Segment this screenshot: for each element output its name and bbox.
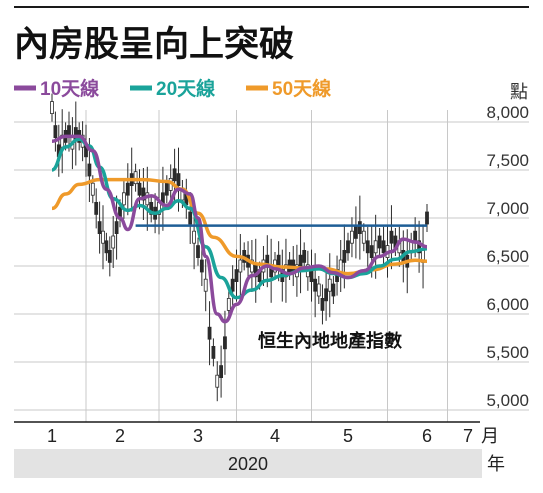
candle-body [417, 240, 422, 254]
candle-body [373, 240, 378, 254]
legend-label-ma20: 20天線 [156, 77, 215, 100]
x-tick-label: 5 [343, 426, 353, 446]
candle-body [357, 221, 362, 235]
candle-body [223, 336, 227, 350]
candle-body [104, 240, 109, 254]
candle-body [97, 221, 102, 235]
y-tick-label: 5,500 [486, 343, 529, 362]
candle-body [50, 101, 54, 114]
x-tick-label: 4 [270, 426, 280, 446]
candle-body [133, 171, 138, 185]
candlesticks [50, 93, 429, 402]
y-tick-labels: 8,000 7,500 7,000 6,500 6,000 5,500 5,000 [486, 103, 529, 410]
x-tick-label: 3 [193, 426, 203, 446]
candle-body [211, 345, 216, 359]
candle-body [365, 240, 370, 254]
year-band [14, 449, 482, 478]
candle-body [53, 125, 58, 138]
candle-body [381, 240, 386, 254]
candle-body [331, 283, 336, 297]
candle-body [215, 374, 220, 388]
candle-body [219, 365, 224, 379]
x-axis: 1 2 3 4 5 6 7 [14, 421, 480, 446]
x-tick-label: 2 [115, 426, 125, 446]
y-tick-label: 8,000 [486, 103, 529, 122]
candle-body [114, 221, 119, 235]
candle-body [188, 211, 193, 225]
candle-body [107, 249, 112, 263]
candle-body [196, 245, 200, 259]
candle-body [313, 278, 318, 292]
series-line-ma20 [51, 137, 428, 300]
candle-body [207, 326, 212, 340]
candle-body [137, 182, 142, 196]
series-line-ma10 [51, 134, 428, 324]
candle-body [342, 249, 347, 263]
candle-body [298, 254, 303, 268]
candle-body [425, 211, 429, 225]
candle-body [350, 230, 354, 244]
candle-body [125, 182, 130, 196]
candle-body [316, 283, 321, 297]
candle-body [324, 288, 329, 302]
y-tick-label: 7,000 [486, 199, 529, 218]
candle-body [101, 230, 105, 244]
candle-body [90, 182, 95, 196]
candle-body [302, 249, 307, 263]
y-tick-label: 6,500 [486, 247, 529, 266]
candle-body [249, 259, 254, 273]
x-tick-label: 7 [463, 426, 473, 446]
candle-body [164, 182, 169, 196]
candle-body [320, 297, 325, 311]
candle-body [192, 230, 197, 244]
candle-body [234, 269, 239, 283]
candle-body [199, 259, 204, 273]
candle-body [238, 259, 243, 273]
candle-body [141, 187, 146, 201]
legend-label-ma50: 50天線 [272, 77, 331, 100]
candle-body [230, 278, 235, 292]
legend-label-ma10: 10天線 [40, 77, 99, 100]
candle-body [353, 225, 358, 239]
candle-body [377, 235, 382, 249]
candle-body [87, 163, 92, 177]
candle-body [111, 235, 116, 249]
x-tick-label: 1 [47, 426, 57, 446]
candle-body [122, 192, 126, 206]
candle-body [338, 259, 343, 273]
y-tick-label: 6,000 [486, 295, 529, 314]
chart-annotation: 恒生內地地產指數 [258, 330, 402, 351]
candle-body [346, 240, 350, 254]
year-label: 2020 [228, 454, 268, 474]
x-tick-label: 6 [422, 426, 432, 446]
y-tick-label: 7,500 [486, 151, 529, 170]
candle-body [176, 173, 181, 187]
candle-body [389, 230, 394, 244]
candle-body [226, 297, 231, 311]
candle-body [203, 278, 208, 292]
candle-body [361, 230, 366, 244]
candle-body [327, 278, 332, 292]
candle-body [369, 245, 374, 259]
candle-body [172, 168, 177, 182]
month-unit: 月 [481, 426, 499, 446]
legend: 10天線 20天線 50天線 [14, 77, 331, 100]
chart-title: 內房股呈向上突破 [14, 25, 294, 64]
candle-body [94, 201, 99, 215]
year-unit: 年 [487, 454, 505, 474]
candle-body [149, 201, 154, 215]
y-unit-label: 點 [510, 82, 528, 102]
series-lines [51, 134, 428, 324]
y-tick-label: 5,000 [486, 391, 529, 410]
